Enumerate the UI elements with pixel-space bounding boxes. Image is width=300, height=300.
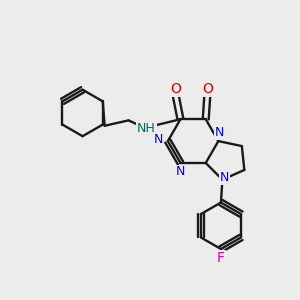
Text: O: O (202, 82, 213, 96)
Text: N: N (176, 165, 185, 178)
Text: O: O (171, 82, 182, 96)
Text: N: N (220, 171, 230, 184)
Text: F: F (217, 251, 225, 265)
Text: NH: NH (137, 122, 156, 135)
Text: N: N (215, 126, 224, 139)
Text: N: N (154, 133, 164, 146)
